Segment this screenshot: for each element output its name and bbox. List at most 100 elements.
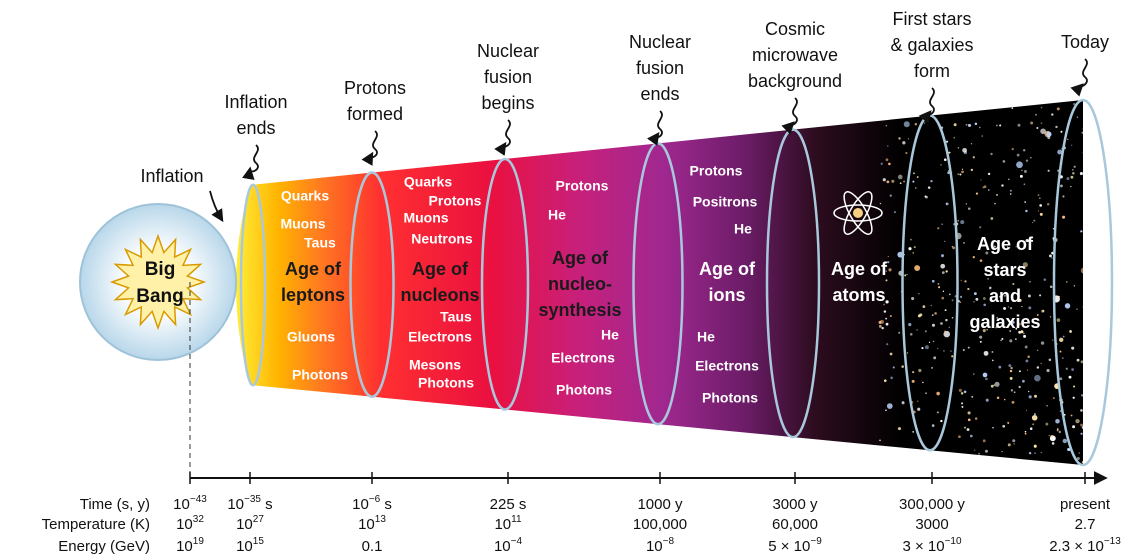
star [961, 170, 964, 174]
star [1055, 125, 1058, 129]
star [1055, 418, 1060, 424]
star [880, 162, 883, 165]
star [924, 195, 927, 198]
star [938, 286, 941, 289]
star [1019, 462, 1021, 464]
star [1011, 107, 1014, 109]
star [1058, 430, 1061, 434]
star [951, 299, 954, 302]
star [1009, 369, 1013, 373]
star [957, 146, 960, 149]
star [1024, 345, 1028, 349]
star [1003, 306, 1007, 310]
era-boundary [1052, 98, 1114, 467]
star [1015, 327, 1018, 330]
star [914, 123, 918, 126]
era-boundary [349, 171, 395, 398]
value-exponent: 19 [193, 536, 205, 547]
star [940, 322, 943, 325]
event-arrow [918, 87, 935, 124]
star [1073, 165, 1076, 168]
star [940, 467, 941, 468]
particle-label: Photons [418, 375, 474, 391]
star [1034, 413, 1036, 416]
timeline-value: 1011 [494, 514, 522, 533]
star [1085, 397, 1088, 400]
star [983, 350, 989, 356]
star [885, 279, 888, 282]
star [978, 126, 981, 129]
event-label: Nuclear [629, 32, 691, 52]
star [985, 251, 989, 255]
particle-label: He [548, 207, 566, 223]
star [901, 365, 904, 368]
star [1026, 461, 1029, 463]
star [1046, 368, 1050, 373]
star [943, 350, 945, 352]
star [1034, 101, 1037, 105]
star [942, 461, 949, 465]
star [1059, 410, 1062, 412]
star [1052, 397, 1055, 400]
star [1001, 337, 1004, 340]
star [944, 240, 946, 242]
particle-label: He [734, 221, 752, 237]
star [1025, 238, 1029, 243]
star [999, 296, 1001, 298]
star [961, 168, 964, 170]
star [948, 151, 951, 154]
star [1086, 258, 1089, 261]
event-label: First stars [893, 9, 972, 29]
star [1018, 370, 1021, 373]
star [1064, 303, 1071, 309]
star [1033, 444, 1037, 448]
value-exponent: −10 [945, 536, 962, 547]
star [1040, 128, 1046, 135]
star [1008, 364, 1012, 368]
big-bang-label: Bang [136, 286, 184, 307]
star [937, 283, 940, 285]
star [964, 280, 967, 283]
row-label: Energy (GeV) [58, 538, 150, 555]
star [885, 300, 889, 304]
star [987, 278, 989, 280]
star [887, 255, 889, 258]
star [889, 352, 893, 356]
star [936, 411, 939, 414]
star [886, 403, 893, 409]
star [994, 381, 1000, 387]
star [959, 295, 963, 298]
star [1074, 467, 1075, 468]
star [1024, 430, 1027, 433]
age-title: Age of [552, 248, 609, 268]
timeline-value: 2.7 [1075, 516, 1096, 533]
star [1051, 257, 1053, 259]
particle-label: Protons [690, 163, 743, 179]
star [1009, 330, 1012, 332]
star [1048, 358, 1052, 362]
funnel [236, 100, 1083, 465]
star [1085, 220, 1087, 222]
star [961, 402, 964, 405]
timeline-value: 3000 [915, 516, 948, 533]
star [928, 341, 931, 344]
timeline-value: 3000 y [772, 496, 818, 513]
star [1009, 189, 1012, 192]
value-exponent: −8 [663, 536, 675, 547]
star [888, 162, 891, 166]
star [1068, 375, 1072, 379]
star [1085, 358, 1087, 360]
timeline-value: 60,000 [772, 516, 818, 533]
star [1027, 390, 1030, 393]
star [1047, 136, 1051, 140]
star [889, 94, 892, 97]
star [1081, 425, 1083, 429]
star [906, 273, 908, 276]
star [983, 303, 986, 307]
star [979, 226, 982, 229]
star [1018, 322, 1021, 326]
star [985, 398, 989, 402]
star [1039, 212, 1043, 216]
star [999, 124, 1002, 127]
star [883, 303, 885, 306]
